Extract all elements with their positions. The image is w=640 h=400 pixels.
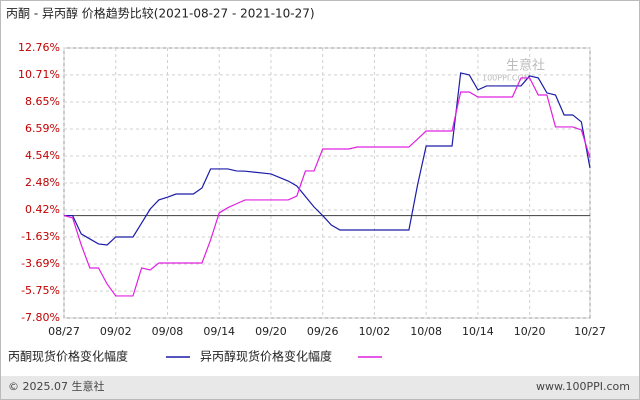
- y-tick-label: -1.63%: [21, 230, 60, 243]
- watermark: 生意社: [506, 58, 545, 74]
- y-tick-label: -3.69%: [21, 257, 60, 270]
- website: www.100PPI.com: [536, 380, 630, 393]
- watermark-url: 100PPI.COM: [482, 74, 531, 83]
- y-tick-label: 12.76%: [18, 41, 60, 54]
- footer-band: [1, 376, 639, 399]
- y-tick-label: -5.75%: [21, 284, 60, 297]
- x-tick-label: 09/08: [152, 325, 184, 338]
- x-tick-label: 10/02: [359, 325, 391, 338]
- x-tick-label: 09/14: [203, 325, 235, 338]
- x-tick-label: 10/20: [514, 325, 546, 338]
- x-tick-label: 09/20: [255, 325, 287, 338]
- chart-title: 丙酮 - 异丙醇 价格趋势比较(2021-08-27 - 2021-10-27): [6, 6, 315, 21]
- series-line: [63, 77, 591, 297]
- y-tick-label: 6.59%: [25, 122, 60, 135]
- x-tick-label: 10/27: [574, 325, 606, 338]
- x-tick-label: 10/14: [462, 325, 494, 338]
- legend-label: 丙酮现货价格变化幅度: [8, 349, 128, 364]
- y-tick-label: -7.80%: [21, 311, 60, 324]
- x-tick-label: 08/27: [48, 325, 80, 338]
- legend-label: 异丙醇现货价格变化幅度: [200, 349, 332, 364]
- y-tick-label: 10.71%: [18, 68, 60, 81]
- y-tick-label: 2.48%: [25, 176, 60, 189]
- y-tick-label: 0.42%: [25, 203, 60, 216]
- x-tick-label: 10/08: [410, 325, 442, 338]
- y-tick-label: 8.65%: [25, 95, 60, 108]
- x-tick-label: 09/26: [307, 325, 339, 338]
- series-line: [64, 72, 591, 246]
- x-tick-label: 09/02: [100, 325, 132, 338]
- y-tick-label: 4.54%: [25, 149, 60, 162]
- copyright: © 2025.07 生意社: [8, 379, 104, 393]
